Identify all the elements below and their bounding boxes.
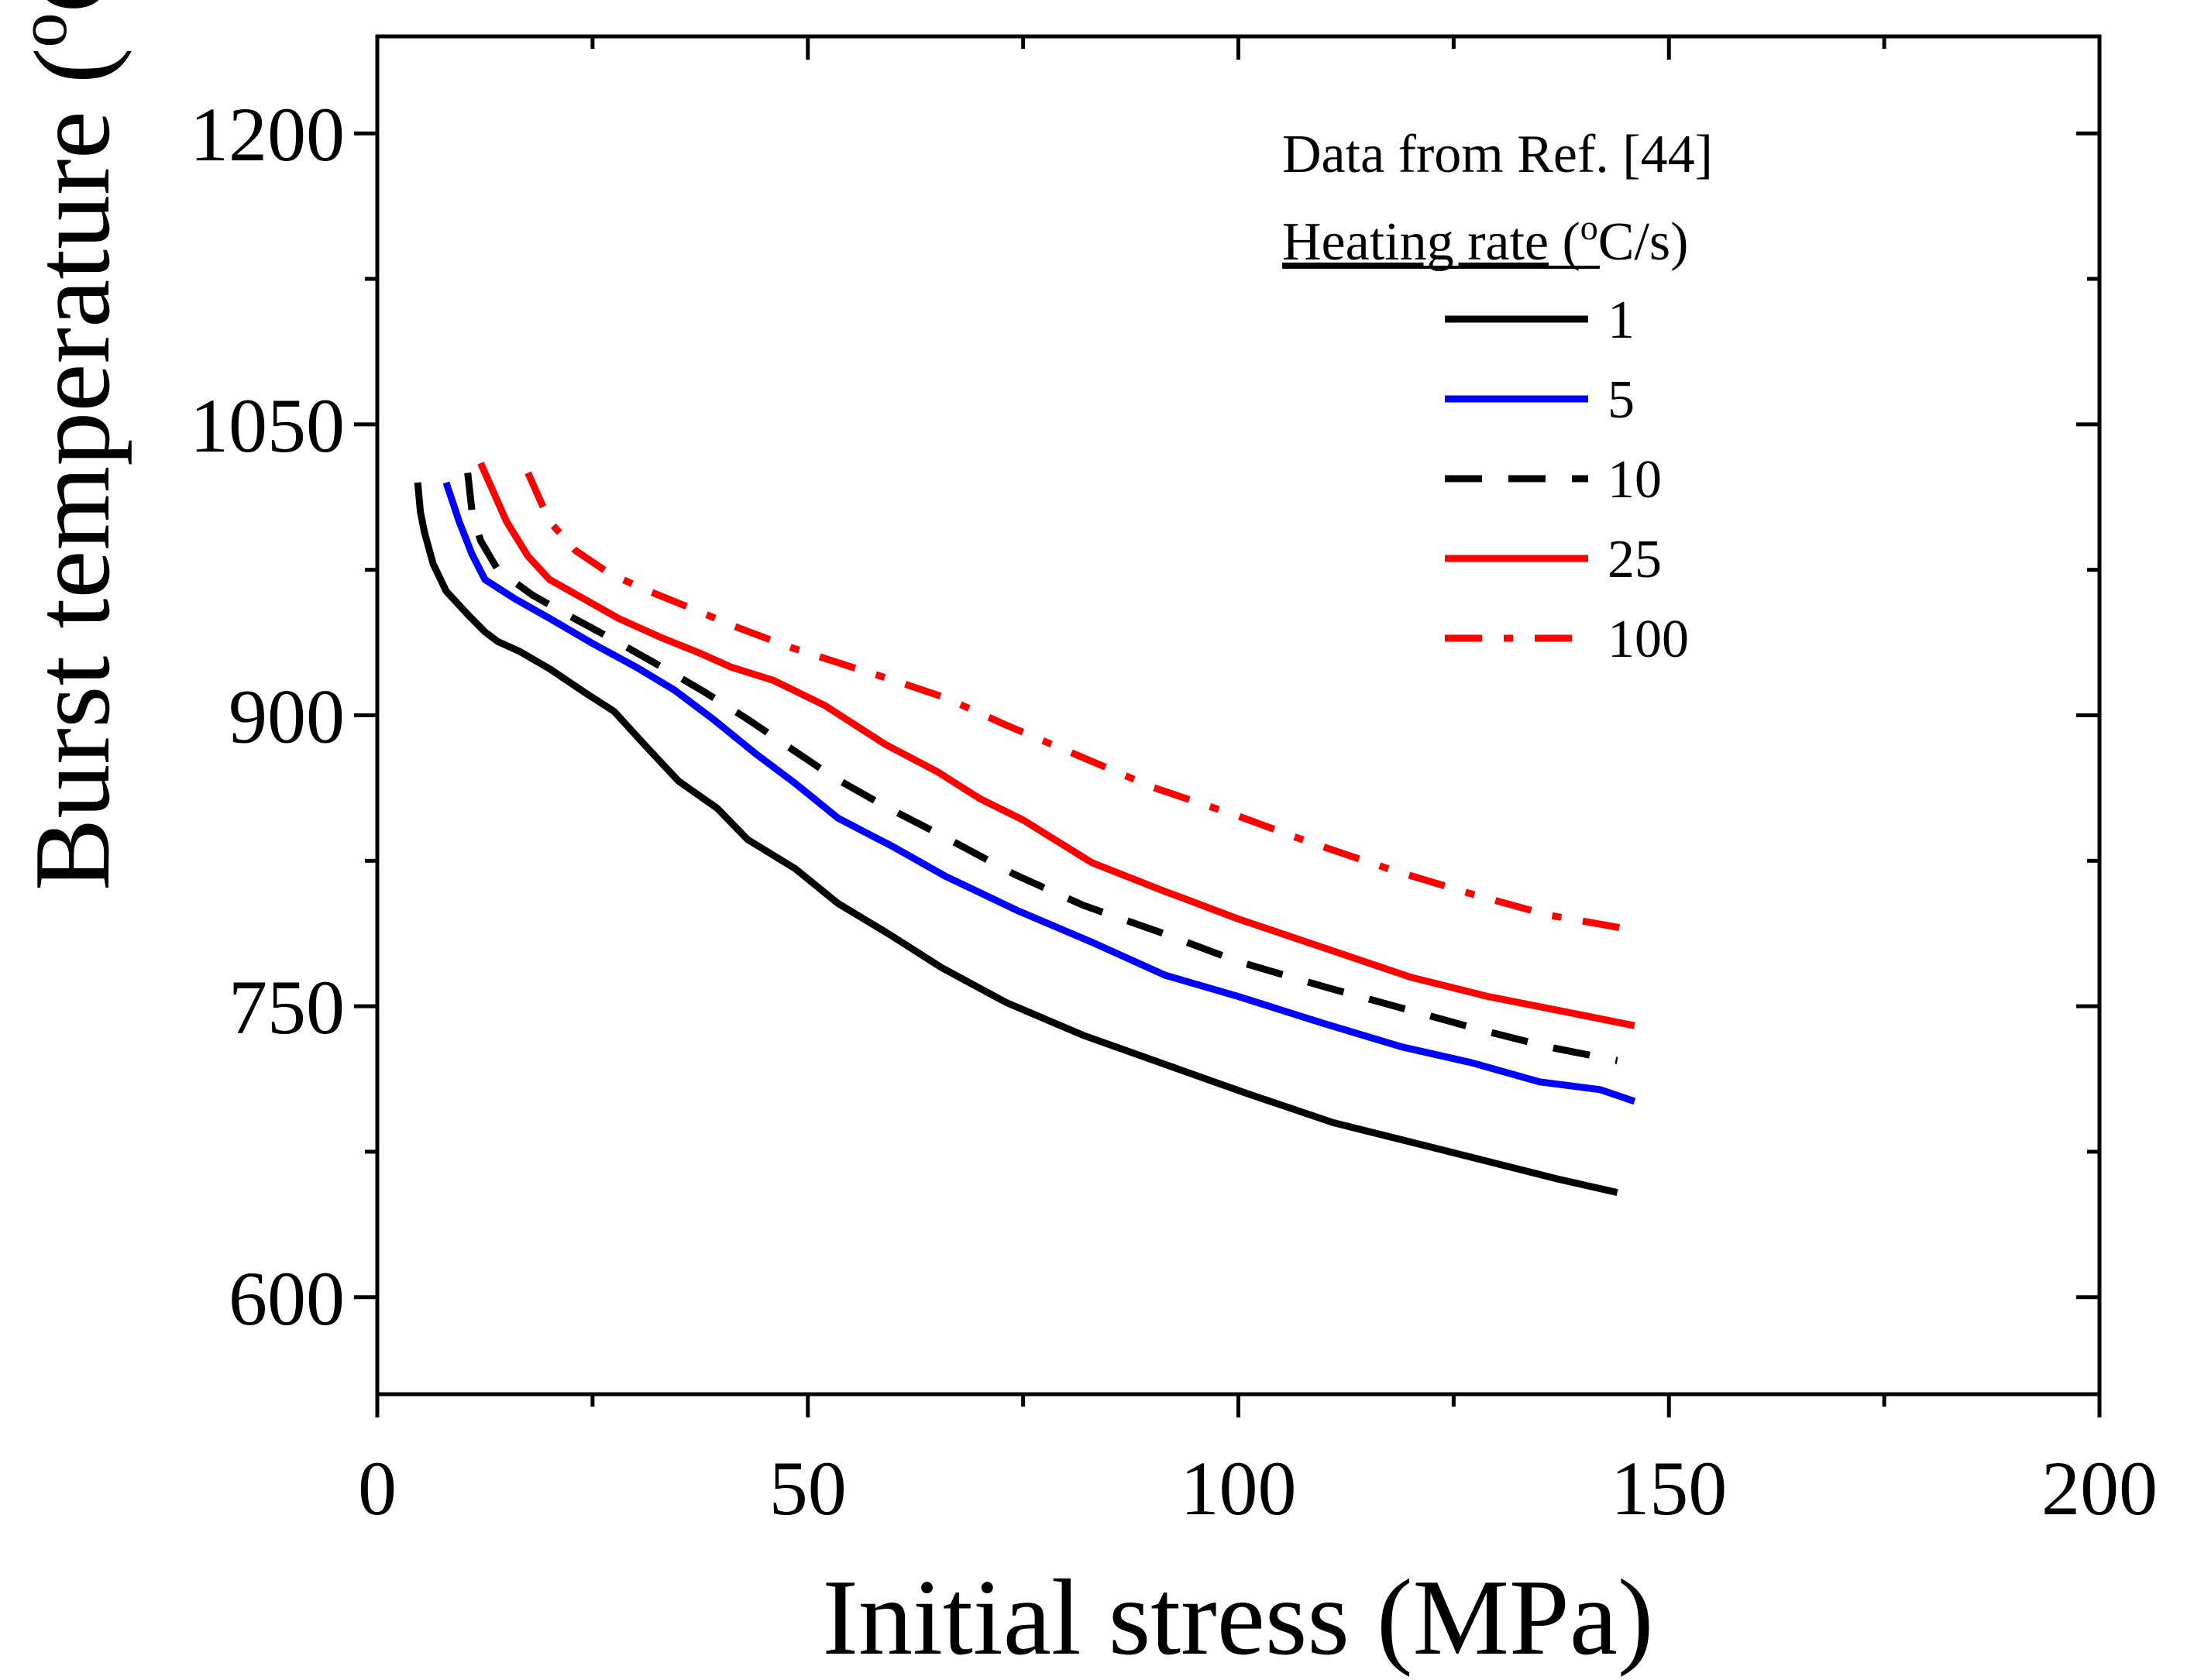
y-tick-label: 600 [229, 1256, 345, 1342]
legend-label-25: 25 [1608, 530, 1662, 589]
y-tick-label: 750 [229, 964, 345, 1050]
x-tick-label: 100 [1181, 1445, 1297, 1531]
series-line-25 [477, 462, 1635, 1029]
legend: Data from Ref. [44] Heating rate (oC/s) … [1282, 125, 1713, 669]
y-tick-label: 900 [229, 674, 345, 760]
series-line-10 [464, 472, 1618, 1064]
legend-note: Data from Ref. [44] [1282, 125, 1713, 184]
x-axis-title: Initial stress (MPa) [822, 1558, 1653, 1678]
series-lines [414, 462, 1636, 1196]
x-tick-label: 200 [2041, 1445, 2158, 1531]
y-axis-title: Burst temperature (oC) [5, 0, 132, 891]
legend-label-100: 100 [1608, 610, 1689, 669]
legend-label-10: 10 [1608, 450, 1662, 510]
legend-header: Heating rate (oC/s) [1282, 208, 1689, 272]
axis-ticks: 0 50 100 150 200 600 750 900 1050 1200 [190, 36, 2158, 1531]
series-line-100 [524, 471, 1627, 933]
plot-frame [375, 34, 2102, 1397]
series-line-1 [414, 482, 1618, 1196]
legend-label-1: 1 [1608, 290, 1635, 350]
y-tick-label: 1050 [190, 383, 345, 469]
series-line-5 [442, 481, 1636, 1105]
x-tick-label: 50 [769, 1445, 847, 1531]
legend-label-5: 5 [1608, 370, 1635, 430]
x-tick-label: 0 [358, 1445, 397, 1531]
y-tick-label: 1200 [190, 91, 345, 177]
x-tick-label: 150 [1611, 1445, 1727, 1531]
legend-entries: 1 5 10 25 100 [1445, 290, 1689, 669]
